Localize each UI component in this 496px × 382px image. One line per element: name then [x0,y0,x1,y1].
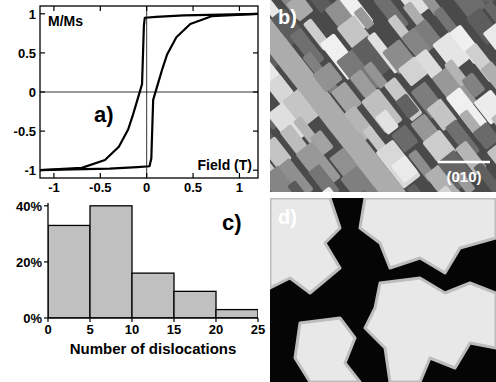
x-tick-label: 0 [143,180,150,195]
bar [216,310,258,318]
x-tick-label: 10 [125,322,139,337]
x-tick-label: -1 [48,180,60,195]
texture-block [483,22,496,50]
texture [270,0,496,192]
panel-b: b) (010) [0,0,496,382]
y-axis-line [47,203,48,318]
y-tick-label: 0.5 [18,46,36,61]
x-tick-label: 25 [251,322,265,337]
y-tick-label: -1 [24,163,36,178]
x-tick [239,6,240,11]
y-tick [40,130,45,131]
texture-block [461,72,486,98]
y-tick [253,52,258,53]
y-tick-label: 20% [16,255,42,270]
x-tick [100,173,101,178]
texture-block [473,122,496,150]
x-axis-label: Field (T) [198,157,252,173]
panel-label: b) [278,6,297,28]
texture-block [438,185,463,192]
x-tick [53,173,54,178]
y-tick-label: -0.5 [14,124,36,139]
panel-c: 0% 20% 40% 0 5 10 15 20 25 Number of dislocations… [16,199,265,357]
panel-label: a) [94,102,114,127]
domain [270,198,340,293]
y-tick-label: 1 [29,7,36,22]
y-tick-label: 0% [23,311,42,326]
hysteresis-branch [40,14,258,170]
x-tick-label: 0.5 [184,180,202,195]
texture-block [321,186,350,192]
x-tick-label: -0.5 [89,180,111,195]
hysteresis-branch [40,14,258,170]
y-tick [44,205,48,206]
texture-block [308,164,340,192]
y-tick [253,170,258,171]
y-axis-label: M/Ms [48,13,83,29]
bars [48,206,258,318]
direction-label: (010) [446,168,481,185]
x-tick-label: 1 [236,180,243,195]
x-tick [192,6,193,11]
bar [90,206,132,318]
y-tick-label: 40% [16,199,42,214]
y-tick [40,13,45,14]
domain [295,318,360,382]
texture-block [287,180,308,192]
x-axis-label: Number of dislocations [70,340,237,357]
x-tick [53,6,54,11]
texture-block [272,192,293,193]
domain [365,278,496,382]
x-tick-label: 0 [44,322,51,337]
texture-block [353,6,374,29]
x-tick-label: 5 [86,322,93,337]
zero-line [40,92,258,93]
panel-d: d) [270,198,496,382]
bar [174,291,216,318]
texture-block [363,61,388,89]
texture-block [491,112,496,135]
panel-label: d) [278,206,297,228]
plot-frame [40,6,258,178]
y-tick [253,130,258,131]
bar [132,273,174,318]
y-tick [40,52,45,53]
x-tick [192,173,193,178]
bar [48,225,90,318]
lines [40,14,258,170]
texture-block [309,130,334,156]
image-background [270,0,496,192]
texture-block [375,109,400,135]
y-tick-label: 0 [29,85,36,100]
x-axis-line [48,317,258,318]
domain [360,198,496,273]
scale-bar [438,161,490,164]
x-tick [239,173,240,178]
y-tick [44,261,48,262]
x-tick [100,6,101,11]
figure: -1 -0.5 0 0.5 1 -1 -0.5 0 0.5 1 M/Ms Field (T) a) 0% 2… [0,0,496,382]
texture-rotated [270,0,496,192]
x-tick-label: 15 [167,322,181,337]
image-background [270,198,496,382]
panel-a: -1 -0.5 0 0.5 1 -1 -0.5 0 0.5 1 M/Ms Field (T) a) [14,6,258,195]
texture-block [487,144,496,170]
domains [270,198,496,382]
x-tick-label: 20 [209,322,223,337]
panel-label: c) [222,210,242,235]
